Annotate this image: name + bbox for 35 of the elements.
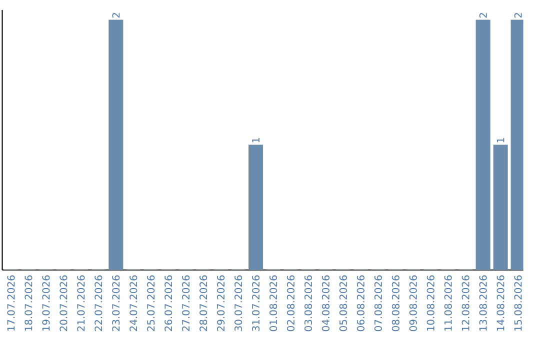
x-tick-label: 08.08.2026 [392, 275, 400, 332]
x-tick-label: 26.07.2026 [164, 275, 172, 332]
data-label: 2 [479, 13, 487, 18]
data-label: 2 [514, 13, 522, 18]
x-tick-label: 29.07.2026 [217, 275, 225, 332]
data-label: 2 [112, 13, 120, 18]
x-tick-label: 24.07.2026 [130, 275, 138, 332]
x-tick-label: 03.08.2026 [304, 275, 312, 332]
x-tick-label: 31.07.2026 [252, 275, 260, 331]
x-tick-label: 07.08.2026 [374, 275, 382, 332]
x-tick-label: 12.08.2026 [462, 275, 470, 331]
x-tick-label: 17.07.2026 [7, 275, 15, 331]
x-tick-label: 25.07.2026 [147, 275, 155, 332]
x-tick-label: 05.08.2026 [339, 275, 347, 332]
x-tick-label: 22.07.2026 [94, 275, 102, 332]
x-tick-label: 20.07.2026 [60, 275, 68, 332]
data-label: 1 [252, 138, 260, 142]
x-tick-label: 10.08.2026 [426, 275, 434, 331]
x-tick-label: 21.07.2026 [77, 275, 85, 332]
x-tick-label: 15.08.2026 [514, 275, 522, 331]
x-tick-label: 01.08.2026 [269, 275, 278, 332]
x-tick-label: 14.08.2026 [496, 275, 504, 331]
x-tick-label: 02.08.2026 [286, 275, 295, 332]
x-tick-label: 13.08.2026 [479, 275, 487, 331]
x-tick-label: 23.07.2026 [112, 275, 120, 332]
x-tick-label: 09.08.2026 [409, 275, 417, 332]
x-tick-label: 30.07.2026 [234, 275, 242, 331]
x-tick-label: 28.07.2026 [200, 275, 208, 332]
data-label: 1 [496, 138, 504, 142]
x-tick-label: 18.07.2026 [24, 275, 32, 331]
x-tick-label: 04.08.2026 [322, 275, 330, 332]
x-tick-label: 19.07.2026 [42, 275, 50, 331]
x-tick-label: 06.08.2026 [356, 275, 364, 332]
x-tick-label: 27.07.2026 [182, 275, 190, 332]
x-tick-label: 11.08.2026 [444, 275, 452, 331]
